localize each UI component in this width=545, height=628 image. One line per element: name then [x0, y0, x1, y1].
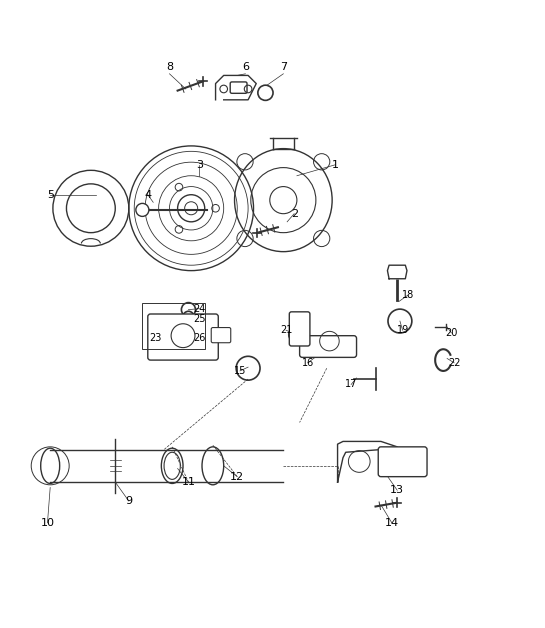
Text: 26: 26: [193, 333, 205, 344]
Text: 20: 20: [445, 328, 458, 338]
Text: 22: 22: [448, 358, 461, 368]
Text: 21: 21: [280, 325, 292, 335]
Text: 6: 6: [242, 62, 249, 72]
FancyBboxPatch shape: [148, 314, 219, 360]
Text: 9: 9: [125, 496, 132, 506]
Text: 13: 13: [390, 485, 404, 495]
Text: 8: 8: [166, 62, 173, 72]
Text: 18: 18: [402, 290, 414, 300]
Text: 19: 19: [397, 325, 409, 335]
Text: 1: 1: [331, 160, 338, 170]
Text: 7: 7: [280, 62, 287, 72]
Text: 16: 16: [301, 358, 314, 368]
Circle shape: [136, 203, 149, 217]
FancyBboxPatch shape: [211, 328, 231, 343]
Text: 4: 4: [144, 190, 152, 200]
Polygon shape: [387, 265, 407, 279]
FancyBboxPatch shape: [230, 82, 247, 94]
Text: 24: 24: [193, 303, 205, 313]
Text: 17: 17: [345, 379, 358, 389]
Text: 10: 10: [40, 517, 54, 528]
Text: 14: 14: [385, 517, 399, 528]
Text: 11: 11: [181, 477, 196, 487]
FancyBboxPatch shape: [300, 336, 356, 357]
Text: 3: 3: [196, 160, 203, 170]
FancyBboxPatch shape: [378, 447, 427, 477]
FancyBboxPatch shape: [289, 312, 310, 346]
Text: 23: 23: [150, 333, 162, 344]
Polygon shape: [216, 75, 256, 100]
Text: 5: 5: [47, 190, 54, 200]
Polygon shape: [337, 441, 397, 482]
Bar: [142, 303, 205, 349]
Text: 12: 12: [230, 472, 244, 482]
Text: 2: 2: [290, 208, 298, 219]
Text: 15: 15: [234, 366, 246, 376]
Text: 25: 25: [193, 315, 205, 325]
